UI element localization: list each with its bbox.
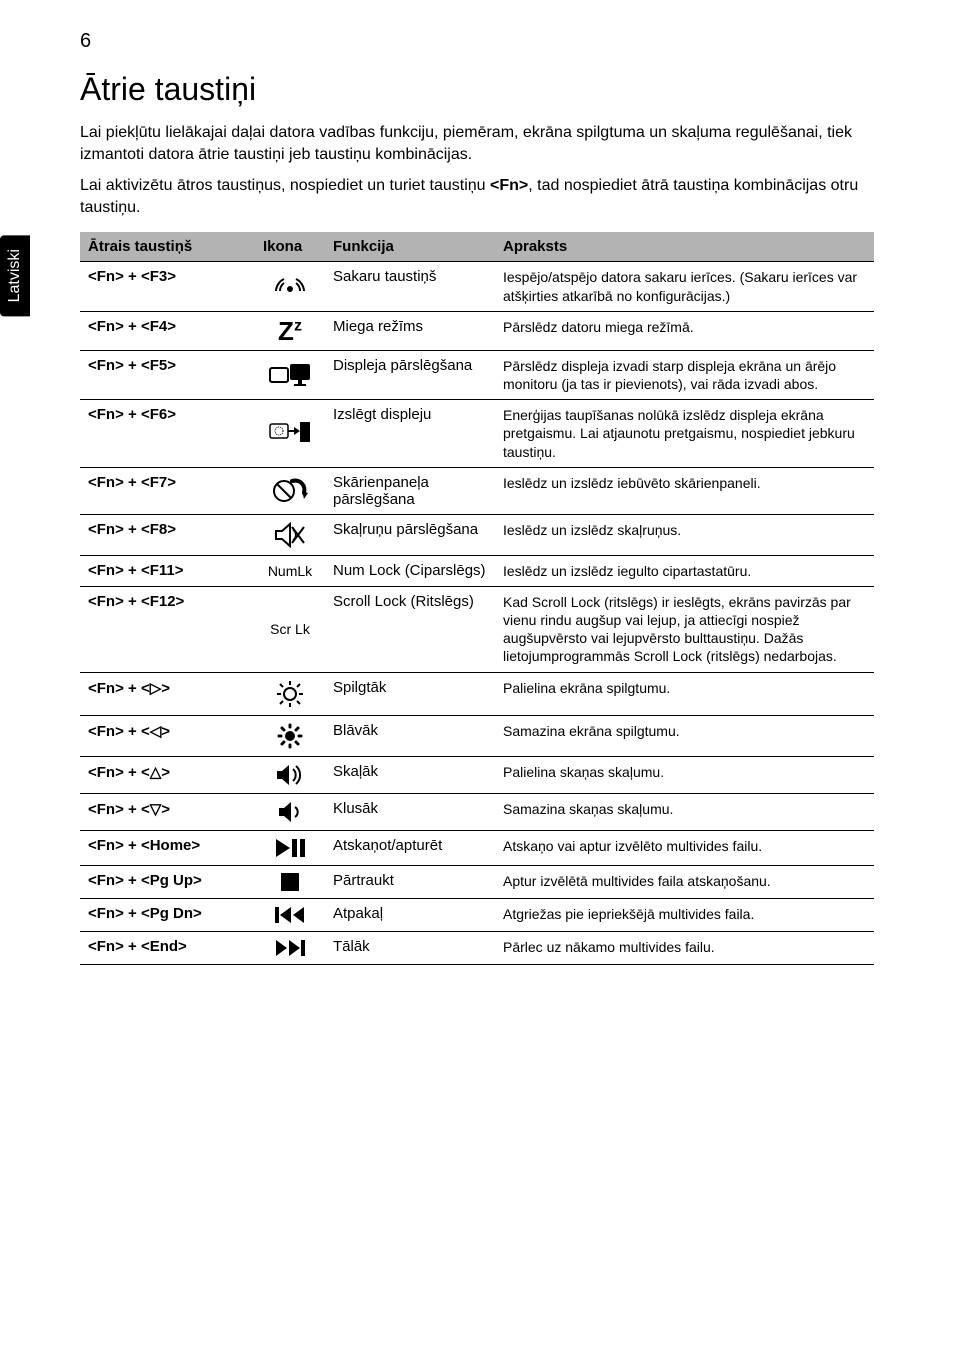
displaysw-icon <box>255 350 325 399</box>
brightup-icon <box>255 672 325 715</box>
prev-icon <box>255 898 325 931</box>
th-desc: Apraksts <box>495 232 874 262</box>
dispoff-icon <box>255 400 325 468</box>
cell-desc: Ieslēdz un izslēdz skaļruņus. <box>495 514 874 555</box>
table-row: <Fn> + <F12>Scr LkScroll Lock (Ritslēgs)… <box>80 586 874 672</box>
cell-key: <Fn> + <F11> <box>80 555 255 586</box>
cell-desc: Atgriežas pie iepriekšējā multivides fai… <box>495 898 874 931</box>
brightdn-icon <box>255 715 325 756</box>
cell-desc: Atskaņo vai aptur izvēlēto multivides fa… <box>495 830 874 865</box>
table-row: <Fn> + <▽> KlusākSamazina skaņas skaļumu. <box>80 793 874 830</box>
table-row: <Fn> + <F3> Sakaru taustiņšIespējo/atspēj… <box>80 262 874 311</box>
cell-desc: Ieslēdz un izslēdz iebūvēto skārienpanel… <box>495 467 874 514</box>
cell-desc: Palielina skaņas skaļumu. <box>495 756 874 793</box>
th-icon: Ikona <box>255 232 325 262</box>
cell-key: <Fn> + <△> <box>80 756 255 793</box>
intro-2b: <Fn> <box>490 177 528 194</box>
numlk-icon: NumLk <box>255 555 325 586</box>
intro-2a: Lai aktivizētu ātros taustiņus, nospiedi… <box>80 177 490 194</box>
cell-func: Displeja pārslēgšana <box>325 350 495 399</box>
cell-key: <Fn> + <F4> <box>80 311 255 350</box>
cell-key: <Fn> + <Pg Dn> <box>80 898 255 931</box>
hotkeys-table: Ātrais taustiņš Ikona Funkcija Apraksts … <box>80 232 874 964</box>
speaker-icon <box>255 514 325 555</box>
cell-key: <Fn> + <Pg Up> <box>80 865 255 898</box>
cell-key: <Fn> + <F5> <box>80 350 255 399</box>
page-number: 6 <box>80 30 874 53</box>
wifi-icon <box>255 262 325 311</box>
cell-desc: Pārslēdz displeja izvadi starp displeja … <box>495 350 874 399</box>
cell-func: Miega režīms <box>325 311 495 350</box>
cell-desc: Palielina ekrāna spilgtumu. <box>495 672 874 715</box>
table-row: <Fn> + <F11>NumLkNum Lock (Ciparslēgs)Ie… <box>80 555 874 586</box>
cell-func: Num Lock (Ciparslēgs) <box>325 555 495 586</box>
table-row: <Fn> + <Pg Up> PārtrauktAptur izvēlētā mu… <box>80 865 874 898</box>
table-row: <Fn> + <△> SkaļākPalielina skaņas skaļumu… <box>80 756 874 793</box>
cell-desc: Enerģijas taupīšanas nolūkā izslēdz disp… <box>495 400 874 468</box>
cell-desc: Samazina skaņas skaļumu. <box>495 793 874 830</box>
cell-func: Sakaru taustiņš <box>325 262 495 311</box>
stop-icon <box>255 865 325 898</box>
cell-func: Skaļāk <box>325 756 495 793</box>
intro-paragraph-2: Lai aktivizētu ātros taustiņus, nospiedi… <box>80 175 874 218</box>
playpause-icon <box>255 830 325 865</box>
cell-desc: Pārslēdz datoru miega režīmā. <box>495 311 874 350</box>
table-row: <Fn> + <F6> Izslēgt displejuEnerģijas tau… <box>80 400 874 468</box>
cell-func: Skārienpaneļa pārslēgšana <box>325 467 495 514</box>
cell-key: <Fn> + <▷> <box>80 672 255 715</box>
cell-func: Skaļruņu pārslēgšana <box>325 514 495 555</box>
table-row: <Fn> + <End> TālākPārlec uz nākamo multiv… <box>80 931 874 964</box>
cell-desc: Kad Scroll Lock (ritslēgs) ir ieslēgts, … <box>495 586 874 672</box>
touchpad-icon <box>255 467 325 514</box>
cell-desc: Pārlec uz nākamo multivides failu. <box>495 931 874 964</box>
volup-icon <box>255 756 325 793</box>
cell-key: <Fn> + <F12> <box>80 586 255 672</box>
table-row: <Fn> + <Pg Dn> AtpakaļAtgriežas pie iepri… <box>80 898 874 931</box>
cell-func: Tālāk <box>325 931 495 964</box>
th-key: Ātrais taustiņš <box>80 232 255 262</box>
cell-key: <Fn> + <F6> <box>80 400 255 468</box>
table-row: <Fn> + <F7> Skārienpaneļa pārslēgšanaIesl… <box>80 467 874 514</box>
cell-key: <Fn> + <▽> <box>80 793 255 830</box>
cell-key: <Fn> + <◁> <box>80 715 255 756</box>
cell-func: Spilgtāk <box>325 672 495 715</box>
scrlk-icon: Scr Lk <box>255 586 325 672</box>
table-body: <Fn> + <F3> Sakaru taustiņšIespējo/atspēj… <box>80 262 874 964</box>
page: 6 Latviski Ātrie taustiņi Lai piekļūtu l… <box>0 0 954 1005</box>
table-row: <Fn> + <◁> BlāvākSamazina ekrāna spilgtum… <box>80 715 874 756</box>
cell-desc: Ieslēdz un izslēdz iegulto cipartastatūr… <box>495 555 874 586</box>
cell-desc: Aptur izvēlētā multivides faila atskaņoš… <box>495 865 874 898</box>
cell-key: <Fn> + <Home> <box>80 830 255 865</box>
voldn-icon <box>255 793 325 830</box>
cell-func: Atpakaļ <box>325 898 495 931</box>
cell-func: Klusāk <box>325 793 495 830</box>
cell-func: Atskaņot/apturēt <box>325 830 495 865</box>
table-row: <Fn> + <F8> Skaļruņu pārslēgšanaIeslēdz u… <box>80 514 874 555</box>
table-row: <Fn> + <▷> SpilgtākPalielina ekrāna spilg… <box>80 672 874 715</box>
sleep-icon: Zz <box>255 311 325 350</box>
page-title: Ātrie taustiņi <box>80 71 874 108</box>
cell-func: Pārtraukt <box>325 865 495 898</box>
cell-key: <Fn> + <F3> <box>80 262 255 311</box>
cell-desc: Iespējo/atspējo datora sakaru ierīces. (… <box>495 262 874 311</box>
cell-func: Blāvāk <box>325 715 495 756</box>
cell-key: <Fn> + <End> <box>80 931 255 964</box>
cell-key: <Fn> + <F8> <box>80 514 255 555</box>
table-row: <Fn> + <F5> Displeja pārslēgšanaPārslēdz … <box>80 350 874 399</box>
intro-paragraph-1: Lai piekļūtu lielākajai daļai datora vad… <box>80 122 874 165</box>
table-row: <Fn> + <Home> Atskaņot/apturētAtskaņo vai… <box>80 830 874 865</box>
cell-desc: Samazina ekrāna spilgtumu. <box>495 715 874 756</box>
table-row: <Fn> + <F4>ZzMiega režīmsPārslēdz datoru… <box>80 311 874 350</box>
cell-func: Izslēgt displeju <box>325 400 495 468</box>
cell-func: Scroll Lock (Ritslēgs) <box>325 586 495 672</box>
th-func: Funkcija <box>325 232 495 262</box>
table-header-row: Ātrais taustiņš Ikona Funkcija Apraksts <box>80 232 874 262</box>
cell-key: <Fn> + <F7> <box>80 467 255 514</box>
language-tab: Latviski <box>0 235 30 316</box>
next-icon <box>255 931 325 964</box>
